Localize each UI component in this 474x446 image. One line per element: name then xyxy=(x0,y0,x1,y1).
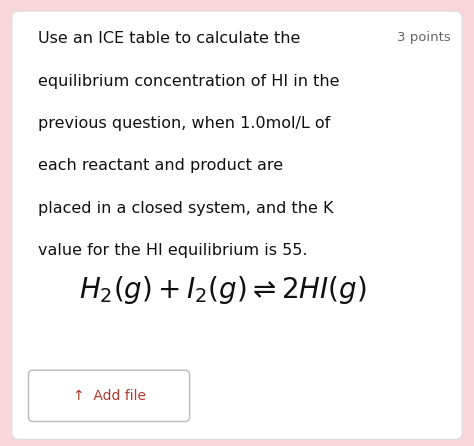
Text: value for the HI equilibrium is 55.: value for the HI equilibrium is 55. xyxy=(38,243,308,258)
Text: placed in a closed system, and the K: placed in a closed system, and the K xyxy=(38,201,333,216)
FancyBboxPatch shape xyxy=(12,11,462,439)
Text: ↑  Add file: ↑ Add file xyxy=(73,389,146,403)
Text: each reactant and product are: each reactant and product are xyxy=(38,158,283,173)
FancyBboxPatch shape xyxy=(28,370,190,421)
Text: Use an ICE table to calculate the: Use an ICE table to calculate the xyxy=(38,31,301,46)
Text: equilibrium concentration of HI in the: equilibrium concentration of HI in the xyxy=(38,74,339,89)
Text: $H_2(g) + I_2(g) \rightleftharpoons 2HI(g)$: $H_2(g) + I_2(g) \rightleftharpoons 2HI(… xyxy=(79,274,366,306)
Text: 3 points: 3 points xyxy=(397,31,450,44)
Text: previous question, when 1.0mol/L of: previous question, when 1.0mol/L of xyxy=(38,116,330,131)
